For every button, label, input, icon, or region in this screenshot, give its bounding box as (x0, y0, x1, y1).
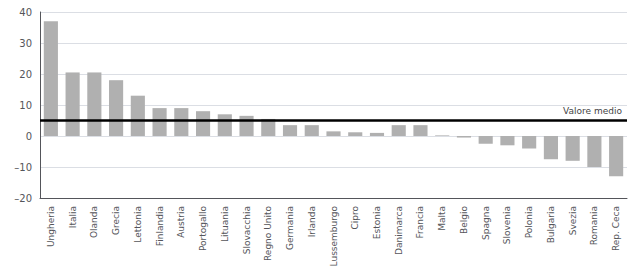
svg-text:Malta: Malta (437, 206, 447, 231)
svg-text:Slovacchia: Slovacchia (242, 206, 252, 254)
svg-text:Ungheria: Ungheria (46, 206, 56, 247)
svg-text:Grecia: Grecia (111, 206, 121, 235)
svg-text:Finlandia: Finlandia (155, 206, 165, 246)
svg-text:Italia: Italia (68, 206, 78, 228)
svg-text:Estonia: Estonia (372, 206, 382, 239)
svg-text:Spagna: Spagna (481, 206, 491, 240)
svg-text:Valore medio: Valore medio (563, 106, 622, 116)
svg-text:10: 10 (19, 100, 32, 111)
svg-text:30: 30 (19, 38, 32, 49)
svg-text:20: 20 (19, 69, 32, 80)
svg-text:Bulgaria: Bulgaria (546, 206, 556, 243)
svg-text:Germania: Germania (285, 206, 295, 250)
svg-text:Romania: Romania (589, 206, 599, 245)
svg-text:–10: –10 (14, 162, 32, 173)
svg-text:Regno Unito: Regno Unito (263, 206, 273, 261)
svg-text:Danimarca: Danimarca (394, 206, 404, 255)
svg-text:Irlanda: Irlanda (307, 206, 317, 237)
svg-text:Belgio: Belgio (459, 206, 469, 234)
svg-text:Cipro: Cipro (350, 206, 360, 230)
svg-text:Lettonia: Lettonia (133, 206, 143, 243)
svg-text:40: 40 (19, 7, 32, 18)
svg-text:0: 0 (26, 131, 32, 142)
svg-text:Olanda: Olanda (89, 206, 99, 238)
svg-text:Austria: Austria (176, 206, 186, 238)
svg-text:Slovenia: Slovenia (502, 206, 512, 244)
svg-text:Lituania: Lituania (220, 206, 230, 242)
svg-text:Polonia: Polonia (524, 206, 534, 238)
svg-text:Francia: Francia (415, 206, 425, 238)
svg-text:Rep. Ceca: Rep. Ceca (611, 206, 621, 251)
svg-text:Svezia: Svezia (568, 206, 578, 235)
svg-text:Lussemburgo: Lussemburgo (329, 206, 339, 267)
svg-text:Portogallo: Portogallo (198, 206, 208, 252)
svg-text:–20: –20 (14, 193, 32, 204)
